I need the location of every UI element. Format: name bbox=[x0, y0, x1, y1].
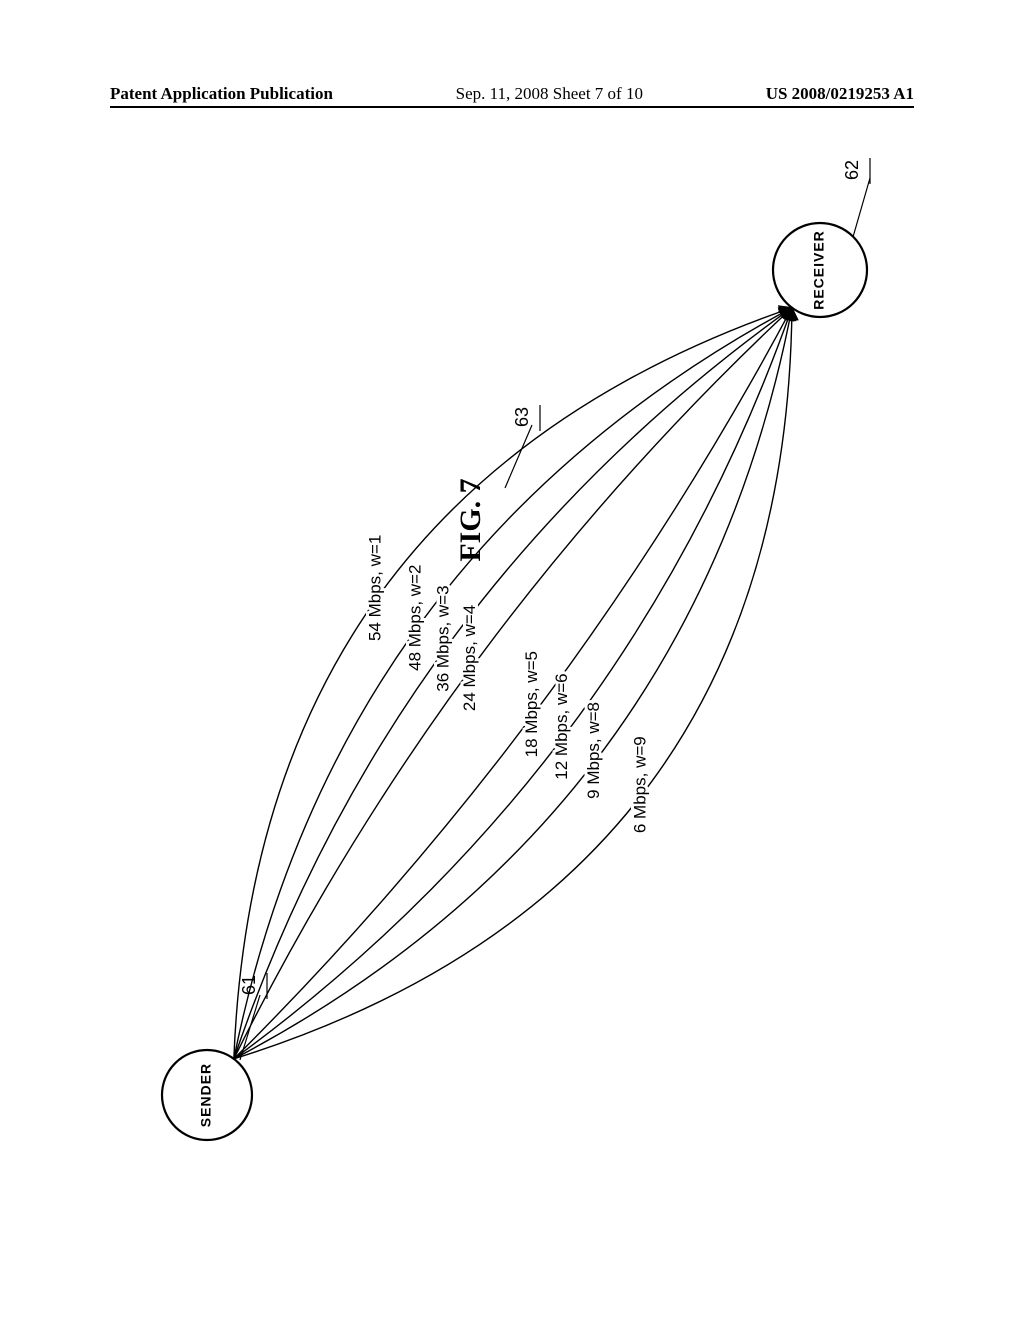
sender-ref-number: 61 bbox=[239, 975, 259, 995]
edge-label: 48 Mbps, w=2 bbox=[406, 565, 425, 671]
edge-label: 12 Mbps, w=6 bbox=[552, 673, 571, 779]
receiver-ref-number: 62 bbox=[842, 160, 862, 180]
edge-label: 9 Mbps, w=8 bbox=[584, 702, 603, 799]
edge-label: 6 Mbps, w=9 bbox=[630, 736, 649, 833]
edge-label: 54 Mbps, w=1 bbox=[365, 535, 384, 641]
figure-7: 54 Mbps, w=154 Mbps, w=148 Mbps, w=248 M… bbox=[100, 130, 930, 1230]
edge-label: 24 Mbps, w=4 bbox=[460, 605, 479, 711]
page: Patent Application Publication Sep. 11, … bbox=[0, 0, 1024, 1320]
receiver-ref-leader bbox=[853, 178, 870, 237]
figure-svg: 54 Mbps, w=154 Mbps, w=148 Mbps, w=248 M… bbox=[100, 130, 930, 1230]
figure-title: FIG. 7 bbox=[454, 478, 487, 561]
edges-ref-leader bbox=[505, 425, 532, 488]
header-publication: Patent Application Publication bbox=[110, 84, 333, 104]
edges-ref-number: 63 bbox=[512, 407, 532, 427]
patent-header: Patent Application Publication Sep. 11, … bbox=[110, 84, 914, 108]
receiver-label: RECEIVER bbox=[811, 230, 827, 310]
header-patent-number: US 2008/0219253 A1 bbox=[766, 84, 914, 104]
edge-label: 18 Mbps, w=5 bbox=[522, 651, 541, 757]
sender-label: SENDER bbox=[198, 1063, 214, 1127]
edge-label: 36 Mbps, w=3 bbox=[434, 585, 453, 691]
header-date-sheet: Sep. 11, 2008 Sheet 7 of 10 bbox=[456, 84, 643, 104]
